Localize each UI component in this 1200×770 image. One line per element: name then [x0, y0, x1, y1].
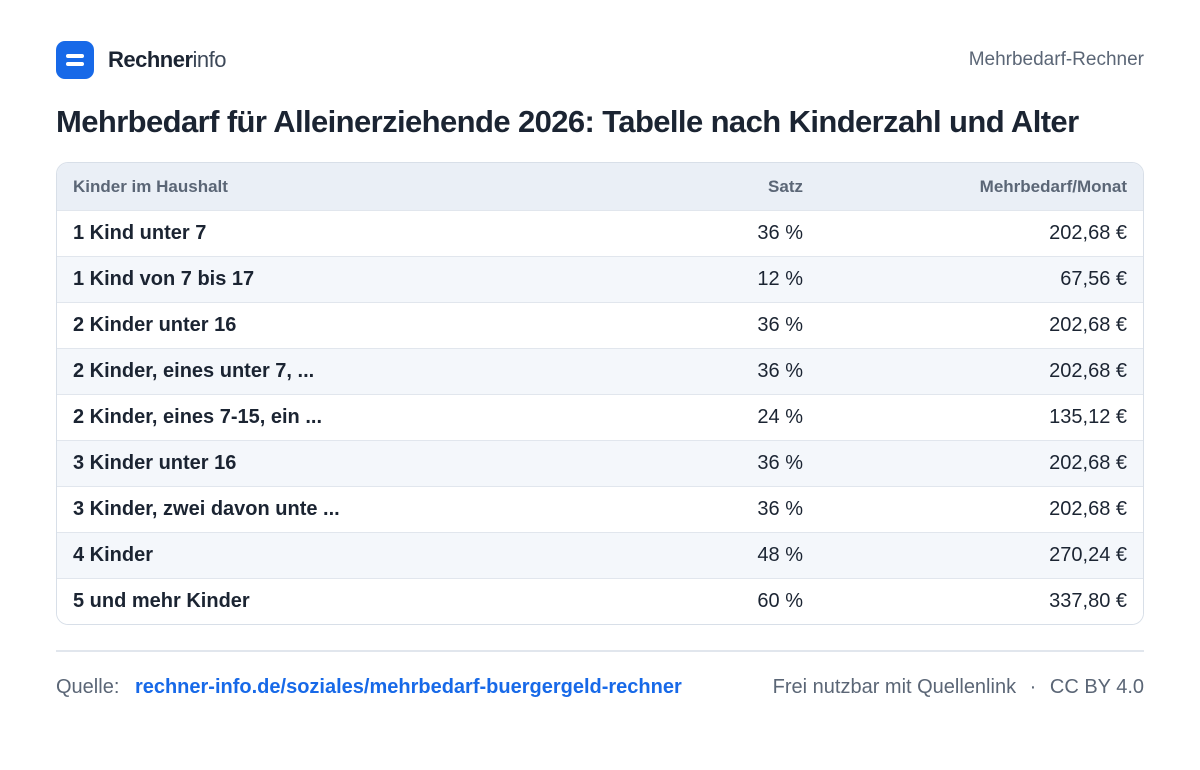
row-amount: 67,56 € — [1060, 268, 1127, 290]
brand-name-strong: Rechner — [108, 47, 193, 72]
brand[interactable]: Rechnerinfo — [56, 41, 227, 79]
data-table: Kinder im Haushalt Satz Mehrbedarf/Monat… — [56, 162, 1144, 625]
table-row: 3 Kinder, zwei davon unte ... 36 % 202,6… — [57, 486, 1143, 532]
page-header: Rechnerinfo Mehrbedarf-Rechner — [56, 40, 1144, 80]
row-rate: 36 % — [757, 314, 803, 336]
row-amount: 202,68 € — [1049, 314, 1127, 336]
table-header-row: Kinder im Haushalt Satz Mehrbedarf/Monat — [57, 163, 1143, 210]
row-children: 3 Kinder unter 16 — [73, 452, 237, 474]
table-row: 3 Kinder unter 16 36 % 202,68 € — [57, 440, 1143, 486]
row-amount: 202,68 € — [1049, 222, 1127, 244]
source: Quelle: rechner-info.de/soziales/mehrbed… — [56, 676, 682, 699]
row-rate: 36 % — [757, 360, 803, 382]
row-children: 2 Kinder unter 16 — [73, 314, 237, 336]
source-label: Quelle: — [56, 676, 120, 698]
row-children: 1 Kind unter 7 — [73, 222, 207, 244]
footer-divider — [56, 650, 1144, 652]
row-children: 2 Kinder, eines unter 7, ... — [73, 360, 315, 382]
row-rate: 48 % — [757, 544, 803, 566]
row-rate: 36 % — [757, 222, 803, 244]
source-link[interactable]: rechner-info.de/soziales/mehrbedarf-buer… — [134, 676, 682, 698]
brand-name-light: info — [192, 47, 227, 72]
row-rate: 12 % — [757, 268, 803, 290]
column-header-rate: Satz — [768, 176, 803, 196]
row-rate: 36 % — [757, 498, 803, 520]
table-row: 5 und mehr Kinder 60 % 337,80 € — [57, 578, 1143, 624]
table-row: 1 Kind unter 7 36 % 202,68 € — [57, 210, 1143, 256]
row-amount: 202,68 € — [1049, 452, 1127, 474]
brand-logo-icon — [56, 41, 94, 79]
brand-name: Rechnerinfo — [108, 47, 227, 73]
row-children: 2 Kinder, eines 7-15, ein ... — [73, 406, 322, 428]
row-amount: 202,68 € — [1049, 360, 1127, 382]
row-rate: 24 % — [757, 406, 803, 428]
table-row: 4 Kinder 48 % 270,24 € — [57, 532, 1143, 578]
row-children: 3 Kinder, zwei davon unte ... — [73, 498, 340, 520]
column-header-amount: Mehrbedarf/Monat — [979, 176, 1127, 196]
row-amount: 270,24 € — [1049, 544, 1127, 566]
row-amount: 202,68 € — [1049, 498, 1127, 520]
row-children: 1 Kind von 7 bis 17 — [73, 268, 255, 290]
page-footer: Quelle: rechner-info.de/soziales/mehrbed… — [56, 676, 1144, 699]
logo-bar-bottom — [66, 62, 84, 66]
table-row: 2 Kinder unter 16 36 % 202,68 € — [57, 302, 1143, 348]
row-children: 5 und mehr Kinder — [73, 590, 250, 612]
separator: · — [1029, 676, 1037, 698]
usage-note: Frei nutzbar mit Quellenlink — [772, 676, 1017, 698]
table-row: 1 Kind von 7 bis 17 12 % 67,56 € — [57, 256, 1143, 302]
license: CC BY 4.0 — [1049, 676, 1144, 698]
row-amount: 135,12 € — [1049, 406, 1127, 428]
row-rate: 60 % — [757, 590, 803, 612]
table-row: 2 Kinder, eines unter 7, ... 36 % 202,68… — [57, 348, 1143, 394]
table-row: 2 Kinder, eines 7-15, ein ... 24 % 135,1… — [57, 394, 1143, 440]
logo-bar-top — [66, 54, 84, 58]
row-amount: 337,80 € — [1049, 590, 1127, 612]
calculator-label: Mehrbedarf-Rechner — [968, 49, 1144, 70]
row-children: 4 Kinder — [73, 544, 154, 566]
column-header-children: Kinder im Haushalt — [73, 176, 228, 196]
license-info: Frei nutzbar mit Quellenlink · CC BY 4.0 — [773, 676, 1144, 699]
page-title: Mehrbedarf für Alleinerziehende 2026: Ta… — [56, 104, 1079, 139]
row-rate: 36 % — [757, 452, 803, 474]
